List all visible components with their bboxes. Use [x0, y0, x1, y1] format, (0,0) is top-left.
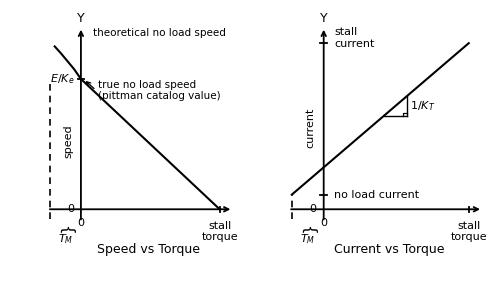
Text: 0: 0 — [320, 218, 327, 228]
Text: speed: speed — [63, 124, 73, 158]
Text: true no load speed
(pittman catalog value): true no load speed (pittman catalog valu… — [98, 80, 220, 101]
Text: $T_M$: $T_M$ — [300, 233, 316, 246]
Text: stall
torque: stall torque — [450, 221, 487, 242]
Text: current: current — [306, 108, 316, 148]
Text: no load current: no load current — [334, 190, 420, 199]
Text: {: { — [58, 225, 74, 235]
Text: stall
current: stall current — [334, 27, 374, 49]
Text: 0: 0 — [67, 204, 74, 214]
Text: theoretical no load speed: theoretical no load speed — [93, 28, 226, 38]
Text: $E/K_e$: $E/K_e$ — [50, 72, 74, 86]
Text: Current vs Torque: Current vs Torque — [334, 243, 444, 256]
Text: stall
torque: stall torque — [202, 221, 238, 242]
Text: 0: 0 — [78, 218, 84, 228]
Text: Y: Y — [320, 12, 328, 25]
Text: Speed vs Torque: Speed vs Torque — [97, 243, 200, 256]
Text: $T_M$: $T_M$ — [58, 233, 74, 246]
Text: Y: Y — [77, 12, 84, 25]
Text: 0: 0 — [310, 204, 316, 214]
Text: {: { — [300, 225, 316, 235]
Text: $1/K_T$: $1/K_T$ — [410, 99, 436, 113]
